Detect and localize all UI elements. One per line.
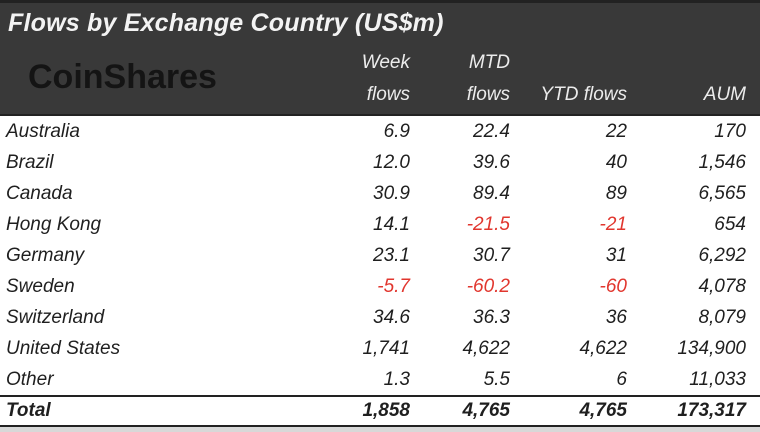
ytd-flows-value: 31	[605, 244, 627, 266]
table-row: Australia 6.9 22.4 22 170	[0, 116, 760, 147]
total-ytd-flows-value: 4,765	[579, 400, 627, 421]
mtd-flows-value: 30.7	[473, 244, 510, 266]
table-row: Sweden -5.7 -60.2 -60 4,078	[0, 271, 760, 302]
total-week-flows-value: 1,858	[362, 400, 410, 421]
aum-value: 6,565	[698, 182, 746, 204]
table-row: Germany 23.1 30.7 31 6,292	[0, 240, 760, 271]
column-header-week-flows: Week flows	[310, 41, 410, 114]
mtd-flows-value: 89.4	[473, 182, 510, 204]
ytd-flows-value: -21	[599, 213, 627, 235]
title-row: Flows by Exchange Country (US$m)	[0, 3, 760, 41]
page-title: Flows by Exchange Country (US$m)	[8, 9, 444, 37]
mtd-flows-value: -21.5	[466, 213, 510, 235]
mtd-flows-value: 4,622	[462, 337, 510, 359]
country-label: Switzerland	[6, 306, 105, 328]
ytd-flows-value: 22	[605, 120, 627, 142]
column-header-line	[510, 47, 627, 79]
ytd-flows-value: -60	[599, 275, 627, 297]
week-flows-value: 34.6	[373, 306, 410, 328]
country-label: Hong Kong	[6, 213, 102, 235]
column-header-line: flows	[366, 84, 410, 105]
ytd-flows-value: 4,622	[579, 337, 627, 359]
column-header-line: Week	[361, 52, 410, 73]
ytd-flows-value: 6	[616, 368, 627, 390]
bottom-border-line	[0, 425, 760, 427]
week-flows-value: 30.9	[373, 182, 410, 204]
mtd-flows-value: -60.2	[466, 275, 510, 297]
country-label: United States	[6, 337, 121, 359]
country-label: Canada	[6, 182, 73, 204]
total-label: Total	[6, 400, 51, 421]
table-header: Flows by Exchange Country (US$m) CoinSha…	[0, 0, 760, 116]
country-label: Other	[6, 368, 54, 390]
aum-value: 8,079	[698, 306, 746, 328]
aum-value: 1,546	[698, 151, 746, 173]
mtd-flows-value: 36.3	[473, 306, 510, 328]
week-flows-value: 12.0	[373, 151, 410, 173]
column-header-line	[627, 47, 746, 79]
week-flows-value: 1.3	[383, 368, 410, 390]
ytd-flows-value: 36	[605, 306, 627, 328]
column-header-line: AUM	[703, 84, 746, 105]
country-label: Australia	[6, 120, 80, 142]
mtd-flows-value: 22.4	[473, 120, 510, 142]
total-aum-value: 173,317	[677, 400, 746, 421]
aum-value: 11,033	[689, 368, 746, 390]
coinshares-logo: CoinShares	[28, 58, 217, 96]
table-row: United States 1,741 4,622 4,622 134,900	[0, 333, 760, 364]
country-label: Sweden	[6, 275, 75, 297]
table-row: Brazil 12.0 39.6 40 1,546	[0, 147, 760, 178]
table-row: Hong Kong 14.1 -21.5 -21 654	[0, 209, 760, 240]
column-header-ytd-flows: YTD flows	[510, 41, 627, 114]
aum-value: 134,900	[677, 337, 746, 359]
country-label: Brazil	[6, 151, 54, 173]
week-flows-value: 14.1	[373, 213, 410, 235]
aum-value: 6,292	[698, 244, 746, 266]
bottom-strip	[0, 427, 760, 432]
aum-value: 4,078	[698, 275, 746, 297]
aum-value: 170	[714, 120, 746, 142]
week-flows-value: 1,741	[362, 337, 410, 359]
week-flows-value: -5.7	[377, 275, 410, 297]
aum-value: 654	[714, 213, 746, 235]
ytd-flows-value: 40	[605, 151, 627, 173]
table-row: Other 1.3 5.5 6 11,033	[0, 364, 760, 395]
week-flows-value: 23.1	[373, 244, 410, 266]
column-header-line: MTD	[468, 52, 510, 73]
logo-cell: CoinShares	[0, 41, 310, 114]
column-header-aum: AUM	[627, 41, 746, 114]
total-separator-line	[0, 395, 760, 397]
ytd-flows-value: 89	[605, 182, 627, 204]
mtd-flows-value: 39.6	[473, 151, 510, 173]
column-header-row: CoinShares Week flows MTD flows YTD flow…	[0, 41, 760, 114]
column-header-line: YTD flows	[540, 84, 627, 105]
total-mtd-flows-value: 4,765	[462, 400, 510, 421]
table-row: Canada 30.9 89.4 89 6,565	[0, 178, 760, 209]
mtd-flows-value: 5.5	[483, 368, 510, 390]
column-header-mtd-flows: MTD flows	[410, 41, 510, 114]
week-flows-value: 6.9	[383, 120, 410, 142]
column-header-line: flows	[466, 84, 510, 105]
total-row: Total 1,858 4,765 4,765 173,317	[0, 397, 760, 425]
country-label: Germany	[6, 244, 85, 266]
table-row: Switzerland 34.6 36.3 36 8,079	[0, 302, 760, 333]
